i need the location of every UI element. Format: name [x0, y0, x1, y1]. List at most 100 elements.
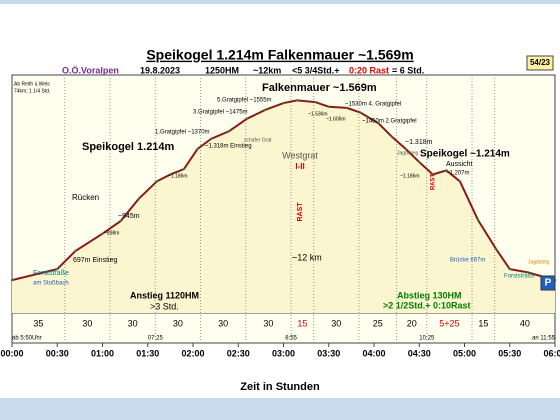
profile-point — [209, 137, 213, 141]
info-text: 19.8.2023 — [140, 65, 180, 75]
annotation: ~1.318m Einstieg — [205, 144, 252, 150]
segment-label: 20 — [407, 318, 417, 328]
profile-point — [526, 271, 530, 274]
annotation: Anstieg 1120HM — [130, 290, 199, 300]
annotation: Jagdsteig — [528, 259, 550, 265]
annotation: schafer Grat — [244, 137, 272, 143]
x-tick-label: 03:00 — [272, 348, 295, 358]
annotation: 74km; 1 1/4 Std. — [14, 88, 50, 94]
profile-point — [155, 180, 158, 183]
profile-point — [169, 173, 172, 176]
profile-point — [313, 100, 317, 104]
annotation: ~1450m 2.Gratgipfel — [362, 119, 417, 125]
annotation: Rücken — [72, 193, 99, 202]
annotation: >2 1/2Std.+ 0:10Rast — [383, 300, 471, 310]
x-tick-label: 06:00 — [543, 348, 560, 358]
x-tick-label: 03:30 — [317, 348, 340, 358]
profile-point — [418, 160, 421, 164]
annotation: Aussicht — [446, 161, 473, 168]
clock-label: 10:25 — [419, 336, 435, 342]
profile-point — [246, 117, 249, 120]
profile-point — [295, 99, 299, 102]
clock-label: ab 5:50Uhr — [12, 336, 42, 342]
annotation: Speikogel ~1.214m — [420, 149, 510, 160]
profile-point — [431, 173, 435, 176]
profile-point — [390, 135, 394, 139]
annotation: RAST — [297, 202, 304, 222]
profile-line — [11, 99, 556, 282]
annotation: Falkenmauer ~1.569m — [262, 82, 377, 94]
segment-label: 30 — [128, 318, 138, 328]
info-text: O.Ö.Voralpen — [62, 65, 119, 75]
annotation: ~898m — [104, 230, 119, 236]
annotation: am Stoßbach — [33, 281, 69, 287]
profile-point — [494, 247, 498, 251]
x-tick-label: 05:30 — [498, 348, 521, 358]
segment-label: 5+25 — [439, 318, 459, 328]
annotation: 697m Einstieg — [73, 257, 117, 264]
info-text: ~12km — [253, 65, 281, 75]
chart-title: Speikogel 1.214m Falkenmauer ~1.569m — [146, 47, 413, 63]
annotation: 1.Gratgipfel ~1370m — [155, 130, 210, 136]
annotation: ~1.606m — [326, 116, 346, 122]
annotation: ~1530m 4. Gratgipfel — [345, 102, 401, 108]
x-tick-label: 04:00 — [362, 348, 385, 358]
badge-box — [526, 55, 554, 71]
annotation: ~1.536m — [308, 111, 328, 117]
profile-point — [182, 167, 186, 171]
profile-point — [228, 129, 231, 133]
x-tick-label: 00:30 — [46, 348, 69, 358]
profile-point — [377, 122, 380, 125]
profile-point — [101, 232, 104, 235]
annotation: ~1.207m — [446, 171, 470, 177]
annotation: ~945m — [118, 213, 140, 220]
segment-label: 30 — [218, 318, 228, 328]
profile-point — [282, 101, 285, 105]
x-tick-label: 02:00 — [181, 348, 204, 358]
segment-label: 30 — [173, 318, 183, 328]
x-tick-label: 01:00 — [91, 348, 114, 358]
annotation: Ab Reith ü.Wels — [14, 81, 50, 87]
annotation: ~1.186m — [400, 173, 420, 179]
clock-label: an 11:55 — [532, 336, 556, 342]
annotation: Forststraße — [33, 270, 69, 277]
clock-label: 07:25 — [148, 336, 164, 342]
segment-label: 15 — [297, 318, 307, 328]
profile-point — [359, 111, 362, 114]
profile-point — [264, 108, 267, 112]
annotation: Westgrat — [282, 150, 318, 160]
annotation: RAST — [431, 174, 437, 191]
annotation: I-II — [295, 162, 304, 171]
annotation: Brücke 697m — [450, 258, 485, 264]
parking-box — [540, 275, 556, 291]
annotation: Forststraße — [504, 274, 535, 280]
profile-point — [137, 197, 140, 201]
info-text: <5 3/4Std.+ — [292, 65, 340, 75]
profile-point — [196, 147, 199, 151]
profile-point — [327, 105, 330, 108]
annotation: 3.Gratgipfel ~1475m — [193, 110, 248, 116]
clock-label: 8:55 — [285, 336, 297, 342]
annotation: ~1.186m — [168, 173, 188, 179]
profile-point — [56, 267, 59, 271]
profile-point — [119, 219, 122, 223]
annotation: Jagdsteig — [397, 150, 419, 156]
segment-label: 30 — [263, 318, 273, 328]
annotation: Abstieg 130HM — [397, 290, 462, 300]
x-tick-label: 02:30 — [227, 348, 250, 358]
x-axis-label: Zeit in Stunden — [240, 381, 320, 393]
segment-label: 25 — [373, 318, 383, 328]
segment-label: 35 — [33, 318, 43, 328]
badge: 54/23 — [530, 58, 551, 67]
x-tick-label: 00:00 — [0, 348, 23, 358]
segment-label: 15 — [478, 318, 488, 328]
annotation: 5.Gratgipfel ~1555m — [217, 98, 272, 104]
segment-band — [11, 312, 556, 344]
profile-point — [10, 278, 14, 282]
profile-point — [404, 147, 407, 151]
profile-point — [476, 218, 480, 222]
info-text: 0:20 Rast — [349, 65, 389, 75]
profile-point — [445, 169, 448, 172]
